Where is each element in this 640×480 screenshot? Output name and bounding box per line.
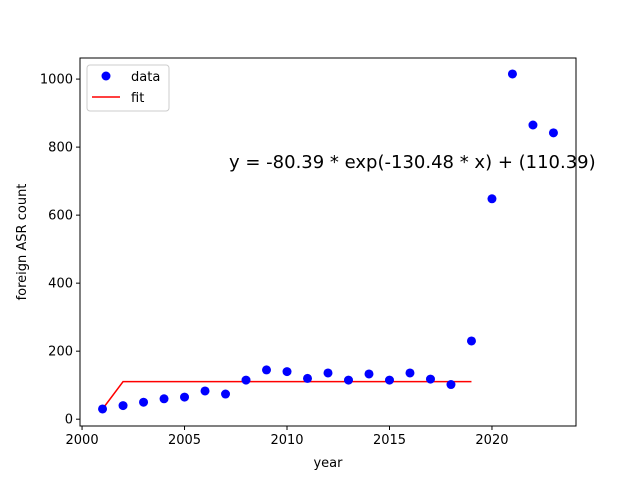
y-tick-label: 1000 — [40, 73, 73, 88]
fit-equation-annotation: y = -80.39 * exp(-130.48 * x) + (110.39) — [229, 152, 596, 173]
fit-line — [101, 380, 472, 410]
y-tick-label: 200 — [48, 345, 73, 360]
x-tick-label: 2005 — [168, 433, 201, 448]
data-point — [200, 386, 210, 396]
y-tick-label: 800 — [48, 141, 73, 156]
data-point — [466, 336, 476, 346]
data-point — [118, 401, 128, 411]
x-tick-label: 2000 — [66, 433, 99, 448]
legend: data fit — [86, 64, 170, 112]
data-point — [405, 368, 415, 378]
data-point — [364, 369, 374, 379]
plot-frame — [79, 57, 577, 427]
legend-data-marker — [101, 71, 111, 81]
data-point — [446, 380, 456, 390]
data-point — [507, 69, 517, 79]
data-point — [241, 375, 251, 385]
data-point — [528, 120, 538, 130]
data-point — [425, 374, 435, 384]
data-point — [323, 368, 333, 378]
y-tick-label: 0 — [65, 413, 73, 428]
legend-data-label: data — [131, 70, 160, 85]
data-point — [282, 367, 292, 377]
data-point — [180, 392, 190, 402]
x-tick-label: 2015 — [373, 433, 406, 448]
y-tick-label: 400 — [48, 277, 73, 292]
legend-fit-label: fit — [131, 91, 144, 106]
y-tick-label: 600 — [48, 209, 73, 224]
data-point — [159, 394, 169, 404]
x-axis-label: year — [313, 456, 343, 471]
x-tick-label: 2020 — [475, 433, 508, 448]
data-point — [262, 365, 272, 375]
data-point — [98, 404, 108, 414]
data-point — [303, 373, 313, 383]
data-point — [221, 389, 231, 399]
data-point — [384, 375, 394, 385]
data-point — [487, 194, 497, 204]
x-tick-label: 2010 — [270, 433, 303, 448]
data-point — [343, 375, 353, 385]
data-point — [139, 397, 149, 407]
data-point — [548, 128, 558, 138]
y-axis-label: foreign ASR count — [15, 184, 30, 301]
